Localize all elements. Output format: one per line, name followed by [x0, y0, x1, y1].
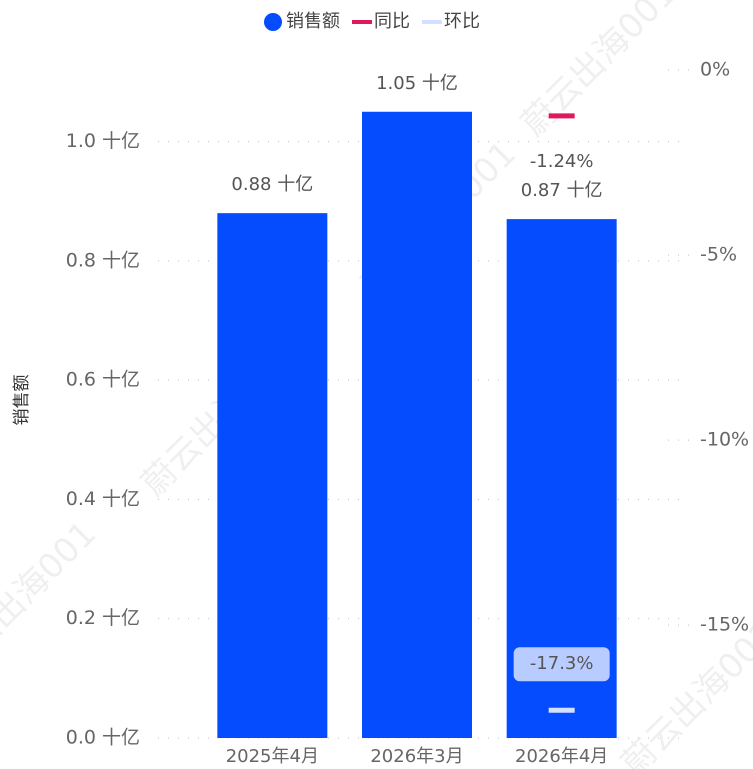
- value-label: -17.3%: [530, 653, 594, 674]
- value-label-box: [513, 647, 610, 682]
- value-label: -1.24%: [530, 151, 594, 172]
- value-label: 0.87 十亿: [521, 180, 603, 201]
- watermark: 蔚云出海001: [514, 0, 684, 144]
- y-tick-label: 0.2 十亿: [66, 607, 140, 629]
- legend-label: 环比: [444, 11, 480, 32]
- marker: [548, 113, 575, 119]
- watermark: 蔚云出海001: [0, 514, 104, 684]
- watermark: 蔚云出海001: [614, 614, 753, 769]
- x-tick-label: 2026年4月: [515, 746, 608, 767]
- x-tick-label: 2026年3月: [370, 746, 463, 767]
- y2-tick-label: -15%: [700, 614, 749, 636]
- value-label: 0.88 十亿: [231, 174, 313, 195]
- y2-tick-label: -10%: [700, 429, 749, 451]
- legend-marker: [352, 20, 372, 24]
- y-tick-label: 1.0 十亿: [66, 130, 140, 152]
- y-tick-label: 0.4 十亿: [66, 488, 140, 510]
- y2-tick-label: -5%: [700, 244, 737, 266]
- bar: [217, 213, 328, 739]
- legend-label: 销售额: [286, 11, 340, 32]
- x-tick-label: 2025年4月: [226, 746, 319, 767]
- legend-label: 同比: [374, 11, 410, 32]
- y-tick-label: 0.0 十亿: [66, 727, 140, 749]
- value-label: 1.05 十亿: [376, 73, 458, 94]
- y2-tick-label: 0%: [700, 59, 730, 81]
- marker: [548, 707, 575, 713]
- bar: [362, 111, 472, 738]
- legend-marker: [422, 20, 442, 24]
- y-tick-label: 0.6 十亿: [66, 369, 140, 391]
- y-axis-title: 销售额: [12, 375, 32, 426]
- y-tick-label: 0.8 十亿: [66, 249, 140, 271]
- legend-marker: [264, 13, 282, 31]
